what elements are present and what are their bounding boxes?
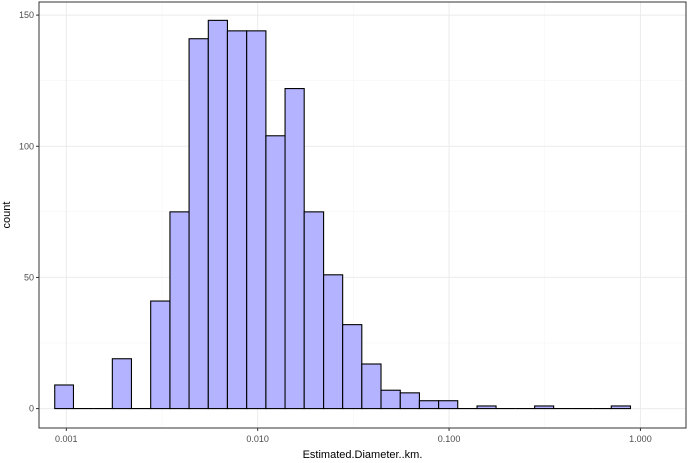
histogram-bar <box>476 405 497 410</box>
y-tick-label: 0 <box>29 404 34 414</box>
histogram-bar <box>380 389 401 410</box>
histogram-bar <box>169 211 190 410</box>
histogram-bar <box>284 88 305 410</box>
histogram-bar <box>188 38 209 410</box>
x-tick-label: 0.010 <box>246 434 269 444</box>
histogram-bar <box>265 135 286 410</box>
y-axis-title: count <box>1 202 13 229</box>
histogram-bar <box>361 363 382 410</box>
bars-layer <box>54 19 632 410</box>
x-tick-label: 0.001 <box>55 434 78 444</box>
y-tick-label: 150 <box>19 10 34 20</box>
x-tick-label: 1.000 <box>629 434 652 444</box>
histogram-bar <box>303 211 325 410</box>
histogram-bar <box>342 324 363 410</box>
histogram-bar <box>418 400 440 410</box>
y-tick-label: 50 <box>24 272 34 282</box>
histogram-bar <box>207 19 228 410</box>
histogram-bar <box>54 384 75 410</box>
histogram-bar <box>610 405 632 410</box>
histogram-bar <box>111 358 133 410</box>
y-tick-label: 100 <box>19 141 34 151</box>
histogram-bar <box>323 274 344 410</box>
histogram-bar <box>246 30 267 410</box>
histogram-bar <box>150 300 171 410</box>
histogram-bar <box>226 30 248 410</box>
histogram-bar <box>438 400 459 410</box>
x-axis-ticks: 0.001 0.010 0.100 1.000 <box>55 428 652 444</box>
panel-border <box>38 1 687 429</box>
histogram-bar <box>399 392 420 410</box>
x-axis-title: Estimated.Diameter..km. <box>303 449 423 461</box>
x-tick-label: 0.100 <box>438 434 461 444</box>
y-axis-ticks: 0 50 100 150 <box>19 10 39 414</box>
histogram-bar <box>534 405 555 410</box>
